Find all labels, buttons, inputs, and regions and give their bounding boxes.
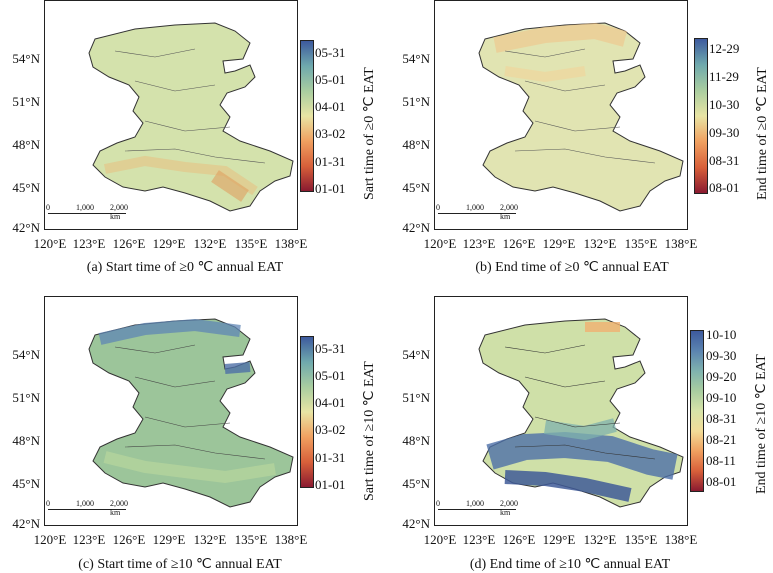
map-frame — [44, 296, 298, 526]
lon-label: 129°E — [152, 532, 186, 547]
colorbar-tick: 08-31 — [706, 411, 737, 426]
colorbar-tick: 08-01 — [709, 180, 740, 195]
colorbar-tick: 09-20 — [706, 369, 737, 384]
lon-label: 135°E — [234, 236, 268, 251]
colorbar-tick: 09-10 — [706, 390, 737, 405]
colorbar-tick: 01-31 — [315, 450, 346, 465]
colorbar-tick: 08-31 — [709, 153, 740, 168]
panel-caption: (b) End time of ≥0 ℃ annual EAT — [475, 260, 669, 275]
colorbar-tick: 08-21 — [706, 432, 737, 447]
lon-label: 129°E — [152, 236, 186, 251]
region-map — [478, 318, 684, 508]
lat-label: 42°N — [12, 220, 40, 235]
lat-label: 54°N — [402, 347, 430, 362]
region-shape — [88, 22, 294, 212]
lon-label: 126°E — [112, 236, 146, 251]
colorbar-tick: 05-31 — [315, 341, 346, 356]
colorbar-tick: 08-11 — [706, 453, 736, 468]
lat-label: 51°N — [402, 390, 430, 405]
lon-label: 126°E — [502, 532, 536, 547]
colorbar — [300, 40, 314, 192]
colorbar-tick: 10-10 — [706, 327, 737, 342]
lat-label: 54°N — [12, 347, 40, 362]
colorbar-tick: 05-31 — [315, 45, 346, 60]
region-map — [88, 318, 294, 508]
lat-label: 48°N — [12, 137, 40, 152]
lon-label: 138°E — [664, 236, 698, 251]
lat-label: 42°N — [402, 220, 430, 235]
lon-label: 132°E — [193, 532, 227, 547]
lat-label: 51°N — [12, 390, 40, 405]
lon-label: 135°E — [234, 532, 268, 547]
lon-label: 132°E — [583, 236, 617, 251]
lat-label: 48°N — [12, 433, 40, 448]
lat-label: 54°N — [402, 51, 430, 66]
colorbar-tick: 05-01 — [315, 368, 346, 383]
lon-label: 138°E — [274, 532, 308, 547]
colorbar-title: End time of ≥10 ℃ EAT — [754, 354, 769, 494]
colorbar-tick: 10-30 — [709, 97, 740, 112]
colorbar-tick: 03-02 — [315, 422, 346, 437]
panel-caption: (a) Start time of ≥0 ℃ annual EAT — [86, 260, 284, 275]
colorbar-tick: 01-31 — [315, 154, 346, 169]
lon-label: 132°E — [193, 236, 227, 251]
lat-label: 48°N — [402, 433, 430, 448]
colorbar — [690, 330, 704, 492]
lon-label: 126°E — [502, 236, 536, 251]
panel-caption: (d) End time of ≥10 ℃ annual EAT — [469, 557, 671, 572]
lon-label: 123°E — [462, 532, 496, 547]
lat-label: 48°N — [402, 137, 430, 152]
region-map — [88, 22, 294, 212]
map-frame — [44, 0, 298, 230]
lon-label: 138°E — [664, 532, 698, 547]
lat-label: 45°N — [12, 180, 40, 195]
colorbar-tick: 05-01 — [315, 72, 346, 87]
lon-label: 120°E — [423, 236, 457, 251]
lon-label: 138°E — [274, 236, 308, 251]
colorbar — [300, 336, 314, 488]
colorbar-tick: 12-29 — [709, 41, 740, 56]
region-shape — [88, 318, 294, 508]
lon-label: 120°E — [33, 236, 67, 251]
lat-label: 42°N — [402, 516, 430, 531]
region-shape — [478, 22, 684, 212]
lat-label: 42°N — [12, 516, 40, 531]
lat-label: 45°N — [402, 476, 430, 491]
lon-label: 129°E — [542, 532, 576, 547]
colorbar — [694, 38, 708, 194]
lon-label: 123°E — [72, 532, 106, 547]
map-frame — [434, 0, 688, 230]
lat-label: 51°N — [402, 94, 430, 109]
lon-label: 129°E — [542, 236, 576, 251]
lon-label: 120°E — [423, 532, 457, 547]
colorbar-tick: 03-02 — [315, 126, 346, 141]
colorbar-tick: 04-01 — [315, 99, 346, 114]
colorbar-tick: 01-01 — [315, 181, 346, 196]
lat-label: 45°N — [12, 476, 40, 491]
colorbar-tick: 08-01 — [706, 474, 737, 489]
colorbar-tick: 04-01 — [315, 395, 346, 410]
region-map — [478, 22, 684, 212]
lat-label: 54°N — [12, 51, 40, 66]
colorbar-tick: 09-30 — [706, 348, 737, 363]
colorbar-title: End time of ≥0 ℃ EAT — [755, 67, 770, 200]
lon-label: 135°E — [624, 532, 658, 547]
colorbar-tick: 11-29 — [709, 69, 739, 84]
lon-label: 126°E — [112, 532, 146, 547]
colorbar-tick: 01-01 — [315, 477, 346, 492]
lon-label: 120°E — [33, 532, 67, 547]
panel-caption: (c) Start time of ≥10 ℃ annual EAT — [78, 557, 282, 572]
lon-label: 123°E — [462, 236, 496, 251]
colorbar-tick: 09-30 — [709, 125, 740, 140]
lat-label: 51°N — [12, 94, 40, 109]
lon-label: 135°E — [624, 236, 658, 251]
colorbar-title: Sart time of ≥0 ℃ EAT — [362, 67, 377, 200]
lat-label: 45°N — [402, 180, 430, 195]
map-frame — [434, 296, 688, 526]
colorbar-title: Sart time of ≥10 ℃ EAT — [362, 361, 377, 501]
lon-label: 123°E — [72, 236, 106, 251]
lon-label: 132°E — [583, 532, 617, 547]
